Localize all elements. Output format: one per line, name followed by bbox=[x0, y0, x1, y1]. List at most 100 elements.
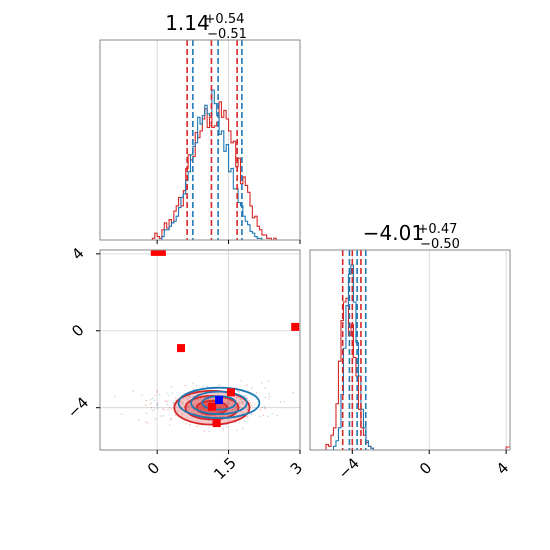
sample-point bbox=[276, 414, 278, 417]
sample-point bbox=[157, 402, 159, 404]
sample-marker bbox=[291, 322, 300, 331]
title-median: 1.14 bbox=[165, 11, 210, 35]
sample-point bbox=[251, 401, 253, 404]
sample-point bbox=[166, 403, 169, 406]
panel-title: −4.01 +0.47 −0.50 bbox=[363, 218, 463, 252]
sample-point bbox=[177, 410, 179, 412]
marginal-panel-param-1: 1.14 +0.54 −0.51 bbox=[99, 8, 301, 244]
sample-point bbox=[169, 424, 171, 426]
sample-point bbox=[268, 393, 270, 395]
sample-point bbox=[157, 407, 159, 409]
sample-point bbox=[238, 391, 240, 393]
sample-point bbox=[170, 408, 173, 410]
sample-point bbox=[156, 404, 159, 406]
sample-point bbox=[121, 413, 123, 415]
sample-point bbox=[150, 402, 152, 405]
sample-point bbox=[259, 409, 262, 411]
x-tick-label: −4 bbox=[335, 454, 363, 482]
sample-point bbox=[186, 398, 189, 401]
histogram-series bbox=[100, 89, 300, 240]
sample-point bbox=[240, 410, 242, 413]
sample-point bbox=[251, 404, 253, 407]
grid bbox=[351, 250, 507, 450]
histogram-step-series bbox=[100, 89, 300, 240]
sample-point bbox=[235, 407, 237, 409]
sample-point bbox=[236, 390, 239, 392]
sample-point bbox=[197, 411, 199, 414]
sample-point bbox=[245, 396, 247, 399]
sample-point bbox=[172, 401, 175, 404]
sample-point bbox=[175, 397, 177, 399]
histogram-series bbox=[323, 264, 510, 450]
sample-point bbox=[146, 422, 149, 424]
sample-point bbox=[192, 382, 194, 384]
sample-point bbox=[165, 392, 168, 395]
sample-point bbox=[244, 420, 246, 422]
sample-point bbox=[151, 410, 153, 412]
sample-point bbox=[239, 398, 242, 401]
sample-marker bbox=[157, 250, 166, 256]
sample-point bbox=[208, 430, 210, 433]
quantile-lines bbox=[341, 250, 367, 450]
histogram-tail bbox=[505, 446, 510, 450]
sample-point bbox=[159, 415, 162, 417]
x-tick-label: 3 bbox=[287, 459, 306, 478]
sample-point bbox=[192, 388, 195, 391]
sample-point bbox=[238, 417, 240, 419]
sample-marker bbox=[207, 402, 216, 411]
panel-frame bbox=[99, 249, 301, 451]
sample-point bbox=[247, 417, 249, 419]
sample-point bbox=[254, 403, 256, 405]
sample-point bbox=[174, 414, 177, 416]
sample-point bbox=[246, 409, 249, 411]
panel-title: 1.14 +0.54 −0.51 bbox=[165, 8, 249, 42]
sample-point bbox=[267, 380, 270, 382]
sample-point bbox=[205, 414, 207, 417]
histogram-step-series bbox=[100, 101, 300, 240]
markers bbox=[150, 250, 300, 428]
sample-point bbox=[261, 406, 263, 409]
sample-point bbox=[144, 404, 147, 406]
sample-point bbox=[226, 426, 228, 428]
sample-point bbox=[182, 401, 184, 404]
sample-point bbox=[241, 401, 243, 404]
sample-point bbox=[156, 391, 158, 393]
sample-point bbox=[261, 382, 263, 384]
sample-point bbox=[180, 400, 182, 402]
sample-point bbox=[263, 406, 266, 408]
sample-point bbox=[283, 401, 286, 403]
sample-point bbox=[202, 385, 204, 387]
sample-point bbox=[153, 408, 155, 411]
sample-point bbox=[206, 386, 208, 388]
sample-point bbox=[171, 392, 174, 395]
sample-point bbox=[292, 391, 294, 394]
sample-point bbox=[193, 409, 195, 412]
sample-point bbox=[166, 400, 169, 403]
sample-point bbox=[163, 409, 166, 411]
sample-point bbox=[227, 402, 230, 405]
sample-point bbox=[222, 415, 224, 417]
sample-point bbox=[259, 415, 261, 417]
sample-point bbox=[185, 423, 187, 425]
sample-point bbox=[218, 384, 221, 386]
sample-point bbox=[251, 387, 253, 389]
sample-point bbox=[153, 399, 155, 401]
sample-point bbox=[251, 413, 253, 416]
sample-point bbox=[156, 404, 158, 406]
sample-point bbox=[162, 415, 164, 417]
histogram-step-series bbox=[323, 264, 376, 450]
sample-point bbox=[268, 398, 270, 400]
sample-point bbox=[243, 395, 246, 397]
sample-point bbox=[154, 418, 156, 420]
sample-point bbox=[229, 400, 232, 402]
sample-point bbox=[306, 406, 307, 407]
reference-marker bbox=[215, 396, 223, 404]
y-tick-label: 4 bbox=[68, 244, 87, 263]
sample-point bbox=[145, 412, 147, 414]
sample-point bbox=[156, 389, 158, 392]
contour-level bbox=[190, 390, 248, 416]
sample-point bbox=[200, 398, 202, 400]
panel-frame bbox=[309, 249, 511, 451]
sample-point bbox=[203, 430, 206, 432]
sample-point bbox=[114, 396, 116, 398]
